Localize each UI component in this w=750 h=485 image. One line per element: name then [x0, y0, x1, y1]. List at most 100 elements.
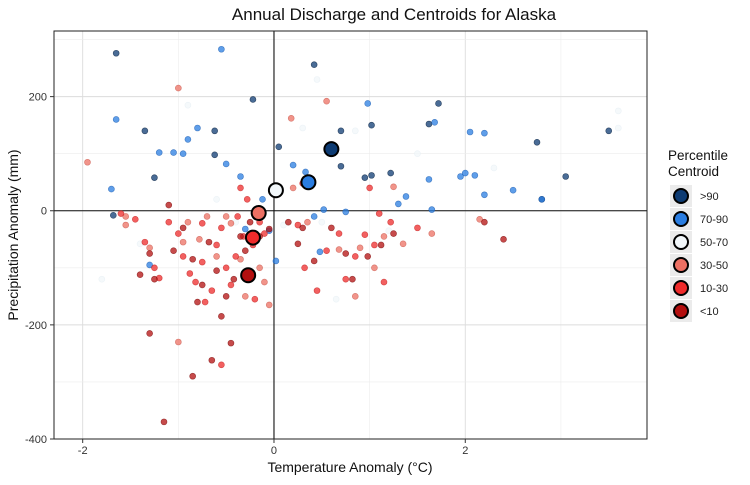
legend-key [673, 211, 689, 227]
data-point [184, 101, 192, 109]
data-point [538, 196, 546, 203]
data-point [533, 138, 541, 146]
data-point [213, 267, 220, 274]
data-point [265, 225, 273, 233]
data-point [208, 356, 216, 364]
data-point [227, 281, 235, 289]
data-point [251, 295, 259, 303]
data-point [110, 212, 117, 219]
data-point [218, 361, 225, 369]
data-point [428, 230, 436, 237]
data-point [201, 298, 209, 306]
centroid-marker [250, 205, 267, 222]
data-point [361, 174, 369, 181]
data-point [377, 241, 385, 249]
data-point [335, 246, 343, 253]
data-point [385, 227, 393, 235]
x-tick-label: 0 [271, 445, 277, 457]
data-point [170, 247, 177, 254]
data-point [428, 206, 436, 213]
legend-key [673, 257, 689, 273]
y-tick-label: -400 [25, 434, 47, 446]
data-point [294, 240, 302, 248]
data-point [351, 253, 359, 260]
data-point [175, 338, 182, 346]
data-point [136, 271, 144, 278]
data-point [371, 241, 378, 249]
data-point [285, 218, 292, 226]
data-point [146, 250, 153, 257]
data-point [368, 172, 375, 179]
data-point [313, 76, 321, 83]
data-point [222, 264, 230, 272]
data-point [425, 120, 433, 128]
data-point [371, 264, 378, 272]
data-point [205, 238, 213, 246]
centroid-marker [244, 229, 261, 246]
data-point [313, 287, 321, 294]
data-point [323, 97, 330, 105]
data-point [316, 248, 324, 256]
legend-key [673, 234, 689, 250]
y-tick-label: -200 [25, 320, 47, 332]
data-point [304, 218, 311, 226]
data-point [155, 149, 163, 156]
data-point [179, 253, 187, 260]
data-point [287, 115, 295, 122]
data-point [222, 213, 230, 220]
data-point [342, 208, 350, 216]
data-point [387, 169, 394, 177]
data-point [289, 184, 297, 192]
data-point [227, 339, 235, 347]
data-point [500, 235, 507, 243]
data-point [390, 230, 397, 237]
data-point [364, 253, 372, 260]
data-point [261, 230, 268, 237]
legend-label: 30-50 [700, 260, 728, 272]
data-point [289, 161, 297, 169]
data-point [234, 213, 241, 220]
data-point [280, 221, 287, 229]
data-point [213, 241, 220, 249]
data-point [194, 298, 201, 306]
data-point [259, 196, 266, 203]
data-point [241, 293, 249, 300]
data-point [184, 136, 192, 143]
data-point [165, 201, 173, 209]
data-point [243, 196, 251, 203]
data-point [175, 230, 182, 237]
data-point [211, 127, 218, 135]
data-point [131, 216, 139, 223]
x-axis-title: Temperature Anomaly (°C) [267, 459, 432, 475]
centroids [240, 141, 340, 284]
zero-reference-lines [54, 31, 647, 439]
data-point [387, 218, 394, 226]
data-point [375, 210, 383, 217]
legend-title: Percentile [668, 148, 728, 163]
data-point [402, 193, 410, 200]
data-point [203, 213, 211, 220]
data-point [332, 295, 340, 303]
data-point [84, 158, 91, 166]
data-point [151, 275, 158, 283]
data-point [208, 287, 216, 294]
data-point [146, 261, 153, 269]
data-point [211, 151, 218, 159]
data-point [471, 172, 479, 179]
legend-key [673, 303, 689, 319]
data-point [294, 221, 302, 229]
legend-label: 70-90 [700, 214, 728, 226]
data-point [189, 372, 196, 380]
data-point [390, 183, 397, 191]
data-point [196, 235, 203, 243]
legend-key [673, 188, 689, 204]
data-point [146, 244, 153, 252]
data-point [249, 96, 257, 103]
data-point [218, 313, 225, 320]
y-axis-title: Precipitation Anomaly (mm) [5, 149, 21, 320]
data-point [431, 119, 438, 126]
data-point [310, 257, 318, 265]
data-point [364, 100, 372, 107]
data-point [481, 129, 488, 137]
data-point [466, 128, 474, 136]
